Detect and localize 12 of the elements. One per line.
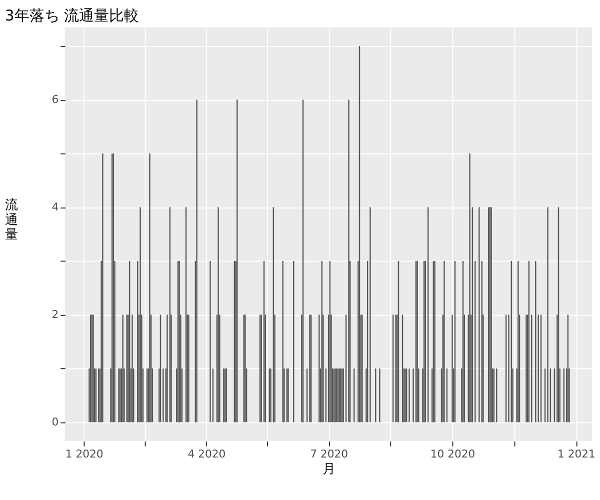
x-tick-label: 10 2020 bbox=[430, 447, 476, 460]
y-tick-label: 6 bbox=[52, 93, 59, 106]
chart-title: 3年落ち 流通量比較 bbox=[4, 7, 140, 24]
y-tick-label: 4 bbox=[52, 200, 59, 214]
y-axis-title: 流通量 bbox=[5, 196, 18, 243]
x-tick-label: 4 2020 bbox=[188, 447, 226, 460]
x-tick-label: 1 2021 bbox=[558, 447, 596, 460]
x-axis-title: 月 bbox=[322, 462, 336, 478]
y-tick-label: 0 bbox=[52, 416, 59, 429]
x-tick-label: 1 2020 bbox=[65, 447, 104, 460]
y-tick-label: 2 bbox=[52, 308, 59, 322]
x-tick-label: 7 2020 bbox=[310, 447, 348, 460]
